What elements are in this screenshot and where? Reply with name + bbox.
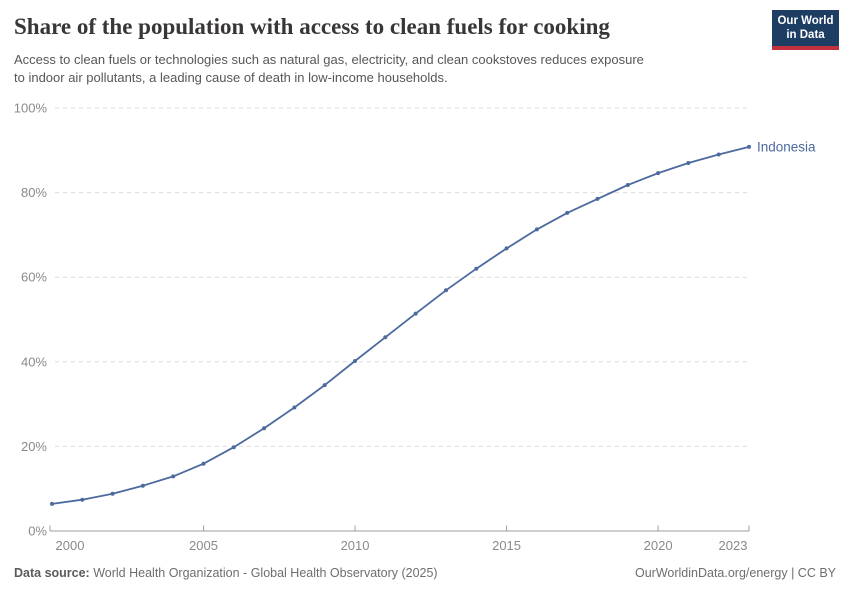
x-tick-label: 2000	[56, 538, 85, 553]
y-tick-label: 60%	[21, 270, 47, 285]
x-tick-label: 2005	[189, 538, 218, 553]
data-point[interactable]	[686, 161, 691, 165]
data-point[interactable]	[110, 491, 115, 496]
data-point[interactable]	[625, 183, 630, 187]
data-point[interactable]	[534, 227, 539, 232]
y-tick-label: 100%	[14, 101, 48, 116]
series-group: Indonesia	[50, 139, 816, 506]
data-point[interactable]	[747, 144, 751, 149]
data-point[interactable]	[444, 288, 448, 293]
data-point[interactable]	[322, 383, 327, 388]
logo-line-1: Our World	[777, 15, 834, 27]
x-tick-label: 2015	[492, 538, 521, 553]
data-point[interactable]	[50, 501, 54, 506]
gridlines	[55, 107, 749, 447]
chart-footer: Data source: World Health Organization -…	[14, 566, 836, 580]
data-point[interactable]	[171, 474, 176, 479]
owid-logo-text: Our World in Data	[772, 10, 839, 46]
data-point[interactable]	[383, 335, 388, 340]
subtitle-line-2: to indoor air pollutants, a leading caus…	[14, 70, 448, 85]
data-point[interactable]	[474, 266, 479, 271]
data-source-text: World Health Organization - Global Healt…	[93, 566, 438, 580]
y-tick-label: 0%	[28, 524, 47, 539]
data-point[interactable]	[292, 405, 297, 410]
data-point[interactable]	[413, 311, 418, 316]
logo-line-2: in Data	[786, 28, 825, 41]
y-tick-label: 80%	[21, 185, 47, 200]
trend-line-indonesia[interactable]	[51, 146, 750, 505]
data-point[interactable]	[565, 210, 570, 215]
chart-subtitle: Access to clean fuels or technologies su…	[14, 51, 644, 87]
x-tick-label: 2023	[719, 538, 748, 553]
data-source-label: Data source:	[14, 566, 90, 580]
y-tick-label: 40%	[21, 354, 47, 369]
data-point[interactable]	[262, 426, 267, 431]
data-point[interactable]	[716, 152, 721, 157]
data-point[interactable]	[201, 461, 206, 466]
data-source: Data source: World Health Organization -…	[14, 566, 438, 580]
data-point[interactable]	[656, 171, 661, 176]
data-point[interactable]	[231, 445, 236, 450]
logo-red-bar	[772, 46, 839, 50]
owid-logo[interactable]: Our World in Data	[772, 10, 839, 50]
data-point[interactable]	[595, 196, 600, 201]
series-label[interactable]: Indonesia	[757, 139, 816, 154]
subtitle-line-1: Access to clean fuels or technologies su…	[14, 52, 644, 67]
y-tick-label: 20%	[21, 439, 47, 454]
x-tick-label: 2020	[644, 538, 673, 553]
data-point[interactable]	[140, 483, 145, 488]
data-point[interactable]	[504, 246, 509, 251]
page-title: Share of the population with access to c…	[14, 14, 610, 39]
x-tick-label: 2010	[341, 538, 370, 553]
x-axis: 2000 2005 2010 2015 2020 2023	[49, 525, 750, 553]
credit-link[interactable]: OurWorldinData.org/energy | CC BY	[634, 566, 836, 580]
y-axis-labels: 0% 20% 40% 60% 80% 100%	[14, 101, 48, 539]
data-point[interactable]	[353, 359, 357, 363]
data-point[interactable]	[80, 497, 85, 502]
